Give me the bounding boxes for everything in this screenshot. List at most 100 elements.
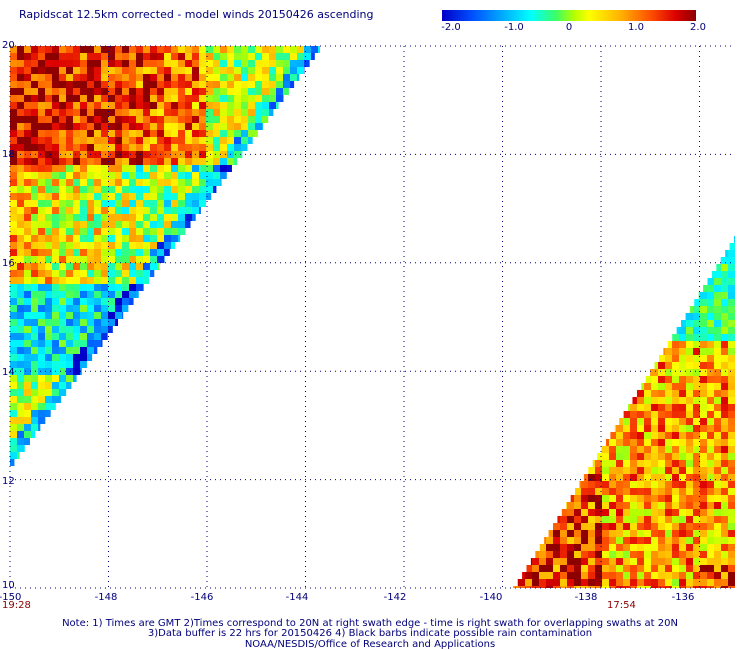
wind-cell [637, 488, 644, 495]
wind-cell [220, 172, 227, 179]
wind-cell [728, 306, 735, 313]
wind-cell [241, 60, 248, 67]
wind-cell [605, 439, 609, 446]
wind-cell [45, 172, 52, 179]
wind-cell [73, 74, 80, 81]
wind-cell [686, 313, 693, 320]
wind-cell [637, 418, 644, 425]
wind-cell [129, 88, 136, 95]
wind-cell [318, 46, 320, 53]
wind-cell [10, 291, 17, 298]
wind-cell [526, 565, 532, 572]
wind-cell [693, 348, 700, 355]
wind-cell [73, 88, 80, 95]
wind-cell [700, 439, 707, 446]
wind-cell [80, 340, 87, 347]
wind-cell [157, 263, 160, 270]
wind-cell [164, 214, 171, 221]
wind-cell [714, 523, 721, 530]
wind-cell [87, 130, 94, 137]
wind-cell [693, 495, 700, 502]
wind-cell [658, 565, 665, 572]
wind-cell [700, 341, 707, 348]
wind-cell [544, 537, 546, 544]
wind-cell [17, 375, 24, 382]
wind-cell [59, 298, 66, 305]
wind-cell [714, 446, 721, 453]
wind-cell [157, 60, 164, 67]
wind-cell [651, 467, 658, 474]
wind-cell [686, 397, 693, 404]
wind-cell [700, 397, 707, 404]
wind-cell [24, 165, 31, 172]
wind-cell [17, 249, 24, 256]
wind-cell [630, 432, 637, 439]
wind-cell [213, 165, 220, 172]
wind-cell [38, 319, 45, 326]
wind-cell [115, 249, 122, 256]
wind-cell [714, 320, 721, 327]
wind-cell [546, 565, 553, 572]
wind-cell [17, 298, 24, 305]
wind-cell [101, 221, 108, 228]
wind-cell [213, 74, 220, 81]
wind-cell [101, 144, 108, 151]
wind-cell [31, 109, 38, 116]
wind-cell [108, 326, 113, 333]
wind-cell [10, 256, 17, 263]
wind-cell [255, 67, 262, 74]
wind-cell [560, 558, 567, 565]
wind-cell [87, 200, 94, 207]
wind-cell [241, 95, 248, 102]
wind-cell [700, 481, 707, 488]
wind-cell [157, 102, 164, 109]
wind-cell [707, 516, 714, 523]
wind-cell [80, 249, 87, 256]
wind-cell [17, 305, 24, 312]
wind-cell [66, 382, 72, 389]
wind-cell [269, 74, 276, 81]
wind-cell [693, 369, 700, 376]
wind-cell [24, 60, 31, 67]
wind-cell [518, 586, 525, 588]
wind-cell [206, 88, 213, 95]
wind-cell [574, 586, 581, 588]
wind-cell [17, 431, 24, 438]
wind-cell [66, 340, 73, 347]
wind-cell [658, 362, 665, 369]
wind-cell [136, 46, 143, 53]
wind-cell [262, 116, 269, 123]
wind-cell [276, 53, 283, 60]
wind-cell [602, 586, 609, 588]
wind-cell [651, 446, 658, 453]
wind-cell [45, 221, 52, 228]
wind-cell [213, 109, 220, 116]
wind-cell [157, 74, 164, 81]
wind-cell [164, 116, 171, 123]
wind-cell [644, 495, 651, 502]
wind-cell [31, 382, 38, 389]
wind-cell [45, 158, 52, 165]
wind-cell [59, 242, 66, 249]
wind-cell [136, 291, 139, 298]
wind-cell [101, 151, 108, 158]
wind-cell [171, 123, 178, 130]
wind-cell [714, 551, 721, 558]
wind-cell [667, 341, 672, 348]
wind-cell [122, 256, 129, 263]
wind-cell [87, 102, 94, 109]
wind-cell [304, 53, 311, 60]
wind-cell [24, 228, 31, 235]
wind-cell [602, 530, 609, 537]
wind-cell [80, 270, 87, 277]
wind-cell [143, 60, 150, 67]
wind-cell [714, 348, 721, 355]
wind-cell [213, 88, 220, 95]
wind-cell [616, 509, 623, 516]
wind-cell [171, 186, 178, 193]
wind-cell [553, 565, 560, 572]
wind-cell [17, 46, 24, 53]
wind-cell [157, 137, 164, 144]
wind-cell [101, 137, 108, 144]
wind-cell [38, 102, 45, 109]
